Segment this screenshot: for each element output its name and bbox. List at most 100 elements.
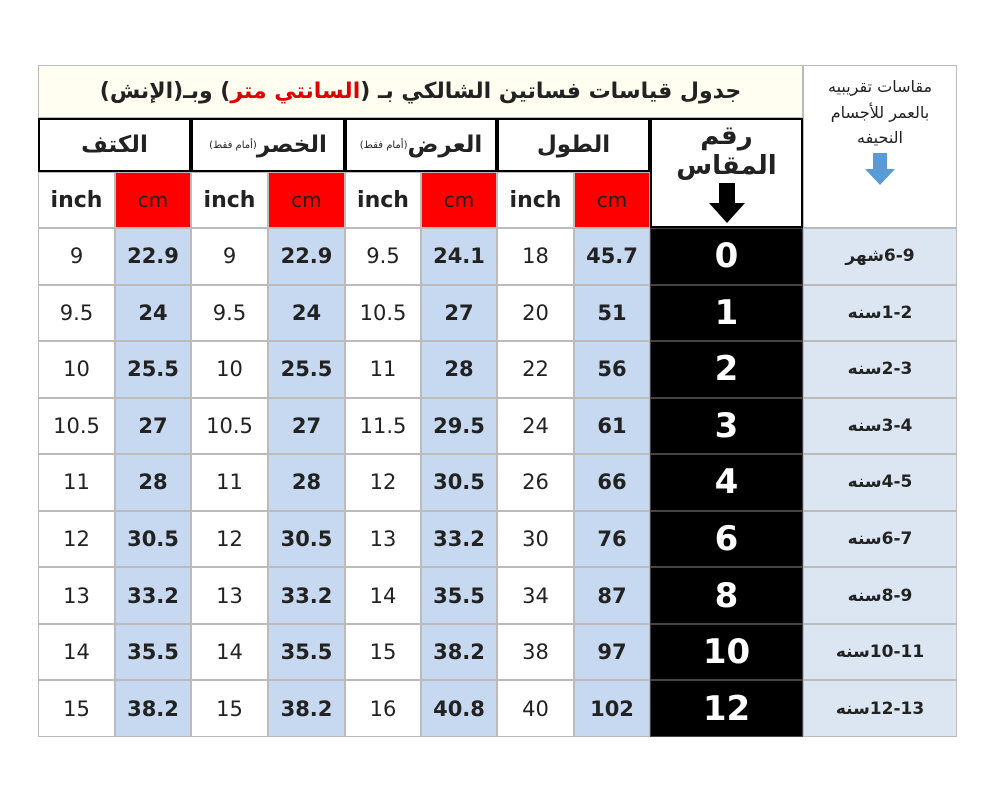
- inch-cell: 15: [38, 680, 115, 737]
- inch-cell: 38: [497, 623, 574, 681]
- age-header-text: مقاسات تقريبيه بالعمر للأجسام النحيفه: [827, 77, 933, 148]
- unit-cm: cm: [115, 172, 191, 228]
- inch-cell: 22: [497, 341, 574, 398]
- title-highlight: السانتي متر: [230, 79, 361, 104]
- title-text: جدول قياسات فساتين الشالكي بـ (: [360, 79, 742, 104]
- cm-cell: 28: [421, 341, 497, 398]
- group-name: الكتف: [81, 132, 148, 158]
- inch-cell: 9: [38, 228, 115, 285]
- cm-cell: 33.2: [268, 567, 345, 624]
- inch-cell: 11: [345, 341, 421, 398]
- inch-cell: 20: [497, 284, 574, 342]
- inch-cell: 11: [191, 454, 268, 511]
- age-cell: 3-4سنه: [803, 397, 957, 455]
- title: جدول قياسات فساتين الشالكي بـ (السانتي م…: [38, 65, 803, 118]
- cm-cell: 38.2: [421, 623, 497, 681]
- cm-cell: 66: [574, 454, 650, 511]
- age-cell: 1-2سنه: [803, 284, 957, 342]
- cm-cell: 29.5: [421, 397, 497, 455]
- group-header: العرض (أمام فقط): [345, 118, 497, 172]
- cm-cell: 45.7: [574, 228, 650, 285]
- inch-cell: 9.5: [345, 228, 421, 285]
- group-header: الطول: [497, 118, 650, 172]
- inch-cell: 13: [38, 567, 115, 624]
- size-cell: 4: [650, 454, 803, 511]
- inch-cell: 9.5: [38, 284, 115, 342]
- age-cell: 6-9شهر: [803, 228, 957, 285]
- inch-cell: 13: [345, 510, 421, 568]
- unit-inch: inch: [345, 172, 421, 228]
- size-cell: 10: [650, 623, 803, 681]
- inch-cell: 11.5: [345, 397, 421, 455]
- cm-cell: 30.5: [115, 510, 191, 568]
- group-note: (أمام فقط): [359, 139, 408, 151]
- group-header: الكتف: [38, 118, 191, 172]
- unit-inch: inch: [38, 172, 115, 228]
- cm-cell: 24: [268, 284, 345, 342]
- group-header: الخصر (أمام فقط): [191, 118, 345, 172]
- group-name: الطول: [536, 132, 611, 158]
- inch-cell: 9.5: [191, 284, 268, 342]
- inch-cell: 12: [191, 510, 268, 568]
- cm-cell: 87: [574, 567, 650, 624]
- inch-cell: 12: [345, 454, 421, 511]
- inch-cell: 14: [191, 623, 268, 681]
- age-cell: 12-13سنه: [803, 680, 957, 737]
- group-note: (أمام فقط): [209, 139, 257, 151]
- inch-cell: 15: [345, 623, 421, 681]
- size-header-text: رقم المقاس: [676, 121, 777, 181]
- cm-cell: 24: [115, 284, 191, 342]
- size-cell: 6: [650, 510, 803, 568]
- age-cell: 10-11سنه: [803, 623, 957, 681]
- inch-cell: 34: [497, 567, 574, 624]
- age-cell: 4-5سنه: [803, 454, 957, 511]
- size-header: رقم المقاس: [650, 118, 803, 228]
- unit-inch: inch: [497, 172, 574, 228]
- cm-cell: 61: [574, 397, 650, 455]
- arrow: [708, 183, 745, 223]
- arrow: [865, 152, 895, 185]
- size-cell: 1: [650, 284, 803, 342]
- inch-cell: 14: [345, 567, 421, 624]
- unit-cm: cm: [574, 172, 650, 228]
- cm-cell: 22.9: [268, 228, 345, 285]
- age-cell: 2-3سنه: [803, 341, 957, 398]
- cm-cell: 35.5: [268, 623, 345, 681]
- group-name: الخصر: [256, 132, 327, 158]
- cm-cell: 38.2: [115, 680, 191, 737]
- inch-cell: 16: [345, 680, 421, 737]
- age-cell: 8-9سنه: [803, 567, 957, 624]
- cm-cell: 27: [421, 284, 497, 342]
- size-cell: 8: [650, 567, 803, 624]
- title-text: ) وبـ(الإنش): [99, 79, 231, 104]
- unit-inch: inch: [191, 172, 268, 228]
- cm-cell: 35.5: [115, 623, 191, 681]
- cm-cell: 30.5: [421, 454, 497, 511]
- inch-cell: 9: [191, 228, 268, 285]
- cm-cell: 51: [574, 284, 650, 342]
- cm-cell: 76: [574, 510, 650, 568]
- cm-cell: 30.5: [268, 510, 345, 568]
- unit-cm: cm: [421, 172, 497, 228]
- inch-cell: 13: [191, 567, 268, 624]
- inch-cell: 26: [497, 454, 574, 511]
- cm-cell: 97: [574, 623, 650, 681]
- inch-cell: 30: [497, 510, 574, 568]
- cm-cell: 40.8: [421, 680, 497, 737]
- inch-cell: 14: [38, 623, 115, 681]
- cm-cell: 33.2: [421, 510, 497, 568]
- cm-cell: 56: [574, 341, 650, 398]
- size-cell: 0: [650, 228, 803, 285]
- inch-cell: 40: [497, 680, 574, 737]
- cm-cell: 28: [268, 454, 345, 511]
- age-cell: 6-7سنه: [803, 510, 957, 568]
- inch-cell: 11: [38, 454, 115, 511]
- inch-cell: 18: [497, 228, 574, 285]
- cm-cell: 35.5: [421, 567, 497, 624]
- cm-cell: 27: [268, 397, 345, 455]
- cm-cell: 38.2: [268, 680, 345, 737]
- unit-cm: cm: [268, 172, 345, 228]
- inch-cell: 15: [191, 680, 268, 737]
- inch-cell: 10.5: [38, 397, 115, 455]
